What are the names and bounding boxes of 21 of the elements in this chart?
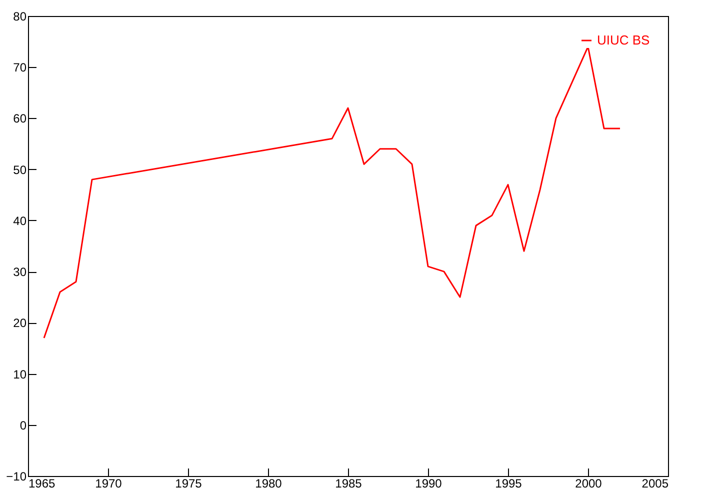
- y-tick-label: 70: [13, 60, 27, 75]
- line-series: [43, 46, 621, 339]
- x-tick-label: 1980: [255, 476, 282, 490]
- x-tick-label: 1985: [335, 476, 362, 490]
- y-tick-label: 0: [20, 418, 27, 432]
- y-tick-label: −10: [6, 470, 27, 484]
- y-tick-label: 60: [13, 112, 27, 126]
- x-tick-label: 1995: [495, 476, 522, 490]
- y-tick-label: 80: [13, 10, 27, 24]
- y-tick-label: 30: [13, 265, 27, 280]
- y-tick-label: 50: [13, 162, 27, 177]
- y-tick-label: 10: [13, 367, 27, 382]
- x-tick-label: 2005: [642, 476, 669, 490]
- y-tick-label: 20: [13, 316, 27, 330]
- x-tick-label: 1975: [175, 476, 202, 490]
- x-tick-label: 1990: [415, 476, 442, 490]
- y-tick-label: 40: [13, 214, 27, 228]
- x-tick-label: 2000: [575, 476, 602, 490]
- x-tick-label: 1965: [28, 476, 56, 490]
- legend-label: UIUC BS: [597, 32, 650, 48]
- x-tick-label: 1970: [95, 476, 122, 490]
